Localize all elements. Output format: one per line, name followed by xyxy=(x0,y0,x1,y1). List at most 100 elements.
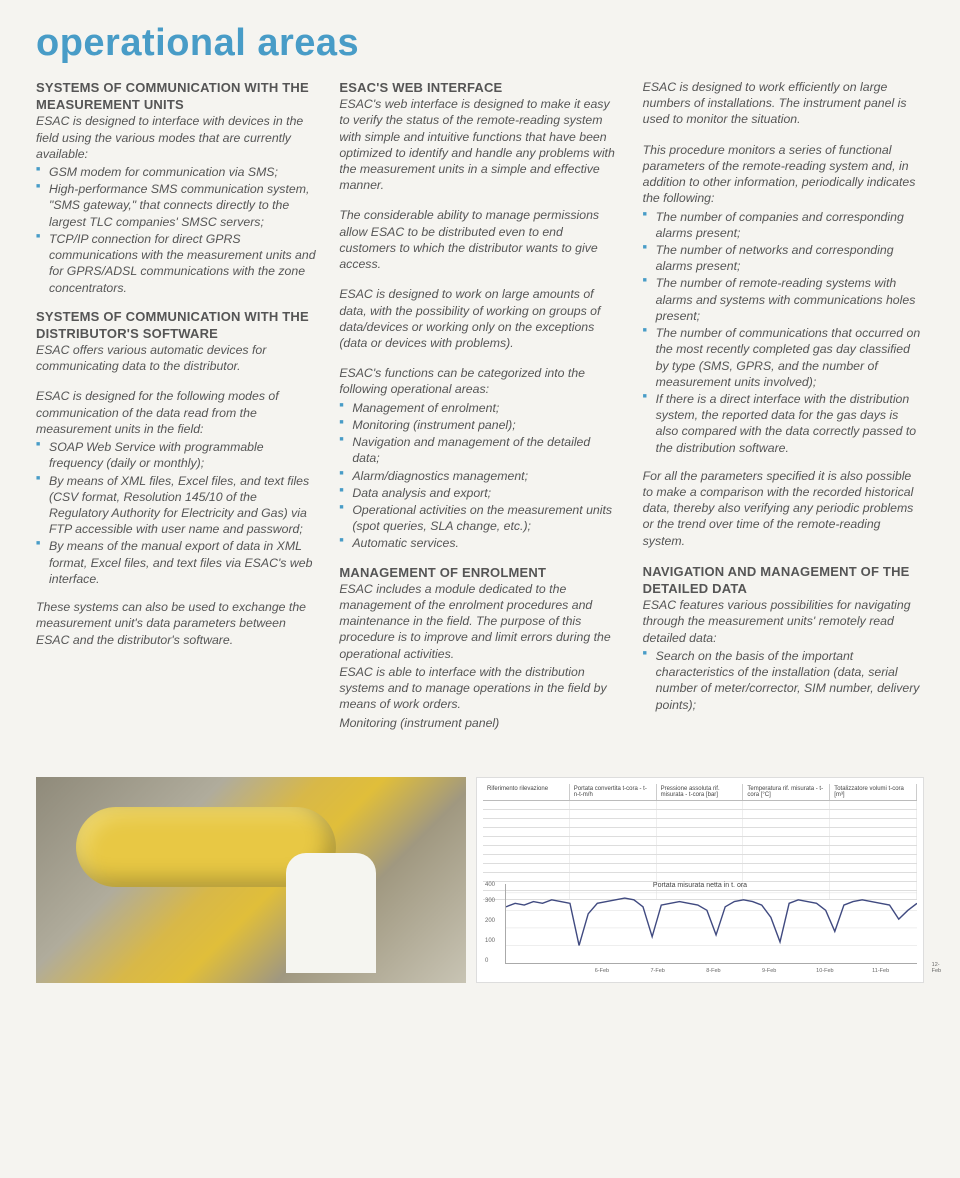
column-1: SYSTEMS OF COMMUNICATION WITH THE MEASUR… xyxy=(36,79,317,733)
col3-list-1: The number of companies and correspondin… xyxy=(643,209,924,456)
table-cell xyxy=(483,855,570,863)
table-cell xyxy=(570,828,657,836)
chart-ytick: 200 xyxy=(485,918,495,924)
table-cell xyxy=(570,873,657,881)
table-cell xyxy=(743,819,830,827)
col3-para-1: ESAC is designed to work efficiently on … xyxy=(643,79,924,128)
list-item: Operational activities on the measuremen… xyxy=(339,502,620,534)
col2-para-7: Monitoring (instrument panel) xyxy=(339,715,620,731)
list-item: By means of the manual export of data in… xyxy=(36,538,317,587)
table-cell xyxy=(743,810,830,818)
col3-para-4: ESAC features various possibilities for … xyxy=(643,597,924,646)
chart-xtick: 12-Feb xyxy=(932,962,941,974)
col2-para-3: ESAC is designed to work on large amount… xyxy=(339,286,620,351)
chart-ytick: 300 xyxy=(485,898,495,904)
column-3: ESAC is designed to work efficiently on … xyxy=(643,79,924,733)
list-item: If there is a direct interface with the … xyxy=(643,391,924,456)
chart-ytick: 0 xyxy=(485,958,488,964)
table-cell xyxy=(483,837,570,845)
table-cell xyxy=(830,801,917,809)
table-cell xyxy=(483,873,570,881)
table-cell xyxy=(743,846,830,854)
list-item: GSM modem for communication via SMS; xyxy=(36,164,317,180)
table-row xyxy=(483,846,917,855)
table-cell xyxy=(657,819,744,827)
table-cell xyxy=(830,810,917,818)
list-item: TCP/IP connection for direct GPRS commun… xyxy=(36,231,317,296)
chart-ytick: 400 xyxy=(485,882,495,888)
table-col: Portata convertita t-cora - t-n-t-m/h xyxy=(570,784,657,800)
table-cell xyxy=(483,846,570,854)
col2-para-5: ESAC includes a module dedicated to the … xyxy=(339,581,620,662)
chart-xtick: 6-Feb xyxy=(595,968,609,974)
table-cell xyxy=(743,864,830,872)
table-cell xyxy=(830,846,917,854)
table-cell xyxy=(743,801,830,809)
chart-xtick: 7-Feb xyxy=(650,968,664,974)
table-cell xyxy=(483,828,570,836)
col2-para-6: ESAC is able to interface with the distr… xyxy=(339,664,620,713)
table-cell xyxy=(657,864,744,872)
col1-heading-2: SYSTEMS OF COMMUNICATION WITH THE DISTRI… xyxy=(36,308,317,342)
col1-list-1: GSM modem for communication via SMS; Hig… xyxy=(36,164,317,296)
table-cell xyxy=(743,873,830,881)
table-cell xyxy=(657,855,744,863)
table-cell xyxy=(830,855,917,863)
list-item: Search on the basis of the important cha… xyxy=(643,648,924,713)
list-item: Alarm/diagnostics management; xyxy=(339,468,620,484)
col1-para-2: ESAC offers various automatic devices fo… xyxy=(36,342,317,374)
table-row xyxy=(483,828,917,837)
table-col: Pressione assoluta rif. misurata - t-cor… xyxy=(657,784,744,800)
col1-list-2: SOAP Web Service with programmable frequ… xyxy=(36,439,317,587)
chart-xtick: 11-Feb xyxy=(872,968,889,974)
chart-data-table: Riferimento rilevazione Portata converti… xyxy=(483,784,917,880)
table-cell xyxy=(570,864,657,872)
col2-para-4: ESAC's functions can be categorized into… xyxy=(339,365,620,397)
col3-para-3: For all the parameters specified it is a… xyxy=(643,468,924,549)
page-title: operational areas xyxy=(36,22,924,65)
list-item: Automatic services. xyxy=(339,535,620,551)
field-photo xyxy=(36,777,466,983)
table-cell xyxy=(657,837,744,845)
col1-para-4: These systems can also be used to exchan… xyxy=(36,599,317,648)
table-cell xyxy=(743,837,830,845)
list-item: Navigation and management of the detaile… xyxy=(339,434,620,466)
chart-xtick: 8-Feb xyxy=(706,968,720,974)
table-cell xyxy=(830,819,917,827)
list-item: SOAP Web Service with programmable frequ… xyxy=(36,439,317,471)
table-cell xyxy=(657,810,744,818)
table-col: Temperatura rif. misurata - t-cora [°C] xyxy=(743,784,830,800)
col2-para-1: ESAC's web interface is designed to make… xyxy=(339,96,620,193)
col2-para-2: The considerable ability to manage permi… xyxy=(339,207,620,272)
chart-xtick: 10-Feb xyxy=(816,968,833,974)
chart-plot-area xyxy=(505,884,917,964)
bottom-images: Riferimento rilevazione Portata converti… xyxy=(0,777,960,1003)
table-cell xyxy=(570,801,657,809)
list-item: Management of enrolment; xyxy=(339,400,620,416)
table-cell xyxy=(743,828,830,836)
list-item: High-performance SMS communication syste… xyxy=(36,181,317,230)
table-cell xyxy=(830,837,917,845)
table-cell xyxy=(570,855,657,863)
table-col: Riferimento rilevazione xyxy=(483,784,570,800)
table-cell xyxy=(743,855,830,863)
list-item: By means of XML files, Excel files, and … xyxy=(36,473,317,538)
table-row xyxy=(483,801,917,810)
column-2: ESAC'S WEB INTERFACE ESAC's web interfac… xyxy=(339,79,620,733)
table-cell xyxy=(483,864,570,872)
col3-para-2: This procedure monitors a series of func… xyxy=(643,142,924,207)
table-cell xyxy=(830,873,917,881)
table-cell xyxy=(483,801,570,809)
list-item: Data analysis and export; xyxy=(339,485,620,501)
table-row xyxy=(483,864,917,873)
table-cell xyxy=(657,873,744,881)
table-cell xyxy=(483,819,570,827)
table-cell xyxy=(570,810,657,818)
col2-heading-2: MANAGEMENT OF ENROLMENT xyxy=(339,564,620,581)
list-item: The number of remote-reading systems wit… xyxy=(643,275,924,324)
table-cell xyxy=(657,828,744,836)
table-cell xyxy=(570,846,657,854)
list-item: The number of networks and corresponding… xyxy=(643,242,924,274)
col1-para-3: ESAC is designed for the following modes… xyxy=(36,388,317,437)
chart-line xyxy=(506,884,917,963)
